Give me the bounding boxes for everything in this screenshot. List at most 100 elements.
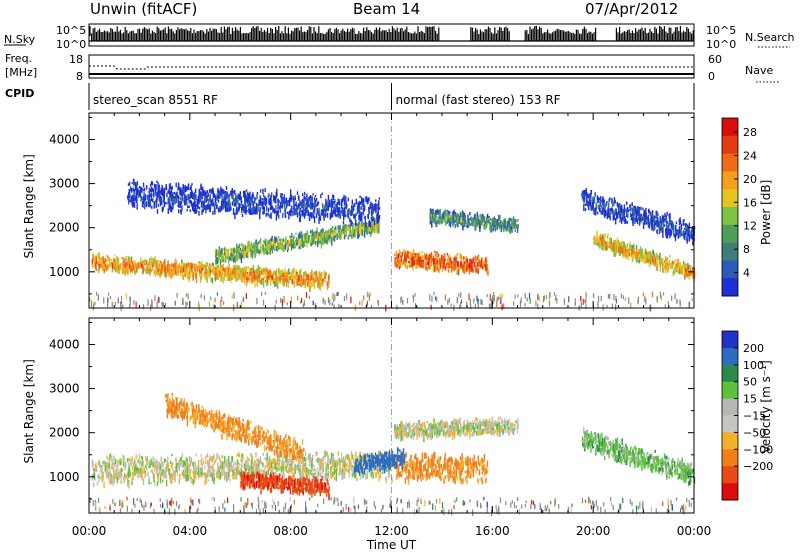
band-5-cell xyxy=(295,201,297,207)
band-0-cell xyxy=(199,273,201,277)
band-5-cell xyxy=(376,217,378,223)
band-1-cell xyxy=(338,227,340,230)
band-2-cell xyxy=(480,263,482,268)
band-5-cell xyxy=(308,212,311,220)
near-range-scatter xyxy=(496,296,498,302)
band-6-cell xyxy=(652,215,655,222)
band-4-cell xyxy=(649,252,652,259)
near-range-scatter xyxy=(488,303,490,308)
band-5-cell xyxy=(341,199,344,203)
band-5-cell xyxy=(240,196,242,203)
band-1-cell xyxy=(243,253,245,260)
band-1-cell xyxy=(276,245,279,252)
band-6-cell xyxy=(681,233,683,236)
band-0-cell xyxy=(320,280,323,287)
band-0-cell xyxy=(174,269,177,275)
band-5-cell xyxy=(351,199,353,205)
band-5-cell xyxy=(296,207,298,212)
band-5-cell xyxy=(358,203,360,207)
band-6-cell xyxy=(657,219,659,225)
near-range-scatter xyxy=(214,297,216,303)
near-range-scatter xyxy=(536,294,539,300)
band-0-cell xyxy=(181,262,183,268)
band-2-cell xyxy=(454,256,456,264)
band-2-cell xyxy=(476,256,478,260)
band-3-cell xyxy=(467,217,469,225)
near-range-scatter xyxy=(585,292,587,299)
band-2-cell xyxy=(451,263,454,267)
band-3-cell xyxy=(451,211,454,216)
near-range-scatter xyxy=(103,297,105,304)
band-0-cell xyxy=(109,261,111,266)
band-2-cell xyxy=(462,264,464,271)
band-0-cell xyxy=(194,268,196,272)
near-range-scatter xyxy=(473,298,475,304)
band-2-cell xyxy=(430,257,433,263)
band-2-cell xyxy=(404,261,406,266)
band-0-cell xyxy=(134,269,136,274)
band-6-cell xyxy=(631,202,633,207)
band-5-cell xyxy=(168,184,171,187)
band-1-cell xyxy=(320,241,323,249)
band-5-cell xyxy=(198,188,200,196)
band-5-cell xyxy=(171,186,173,190)
band-5-cell xyxy=(190,200,192,205)
band-0-cell xyxy=(283,274,285,281)
band-6-cell xyxy=(644,219,646,225)
band-6-cell xyxy=(620,214,622,221)
band-4-cell xyxy=(652,259,655,264)
band-5-cell xyxy=(258,200,260,207)
near-range-scatter xyxy=(94,302,96,306)
band-5-cell xyxy=(214,195,216,201)
band-4-cell xyxy=(612,242,614,247)
beam-title: Beam 14 xyxy=(353,0,421,18)
band-4-cell xyxy=(610,242,612,247)
band-5-cell xyxy=(215,202,217,206)
band-0-cell xyxy=(221,272,223,276)
band-3-cell xyxy=(453,213,455,216)
near-range-scatter xyxy=(637,296,639,303)
band-6-cell xyxy=(613,209,615,216)
band-5-cell xyxy=(369,222,372,228)
cpid-segment-label: stereo_scan 8551 RF xyxy=(93,93,218,107)
band-4-cell xyxy=(629,244,631,248)
band-3-cell xyxy=(448,215,451,219)
band-5-cell xyxy=(271,192,273,197)
band-0-cell xyxy=(135,270,137,274)
band-3-cell xyxy=(515,220,518,223)
band-5-cell xyxy=(310,195,312,198)
band-0-cell xyxy=(254,275,256,280)
near-range-scatter xyxy=(519,300,522,308)
band-0-cell xyxy=(154,256,156,264)
band-5-cell xyxy=(334,209,336,216)
band-0-cell xyxy=(199,262,202,266)
band-1-cell xyxy=(224,255,227,260)
band-5-cell xyxy=(157,188,159,194)
band-0-cell xyxy=(236,268,238,271)
band-5-cell xyxy=(294,197,296,201)
band-5-cell xyxy=(134,185,137,191)
near-range-scatter xyxy=(493,291,495,296)
band-5-cell xyxy=(341,209,343,213)
band-1-cell xyxy=(304,238,306,246)
band-0-cell xyxy=(256,281,258,287)
band-1-cell xyxy=(221,256,223,263)
noise-tick-right-top: 10^5 xyxy=(706,24,736,37)
band-0-cell xyxy=(199,270,202,274)
band-5-cell xyxy=(225,201,228,206)
band-5-cell xyxy=(315,197,318,201)
near-range-scatter xyxy=(280,297,282,303)
band-0-cell xyxy=(191,274,194,278)
band-0-cell xyxy=(302,276,305,281)
band-2-cell xyxy=(395,261,397,267)
band-0-cell xyxy=(148,270,150,274)
band-0-cell xyxy=(113,261,115,269)
band-2-cell xyxy=(412,257,414,264)
band-2-cell xyxy=(434,250,436,253)
band-6-cell xyxy=(682,231,684,236)
band-0-cell xyxy=(268,274,270,279)
band-5-cell xyxy=(158,193,160,197)
near-range-scatter xyxy=(493,295,495,302)
near-range-scatter xyxy=(286,302,288,306)
band-4-cell xyxy=(679,262,681,268)
